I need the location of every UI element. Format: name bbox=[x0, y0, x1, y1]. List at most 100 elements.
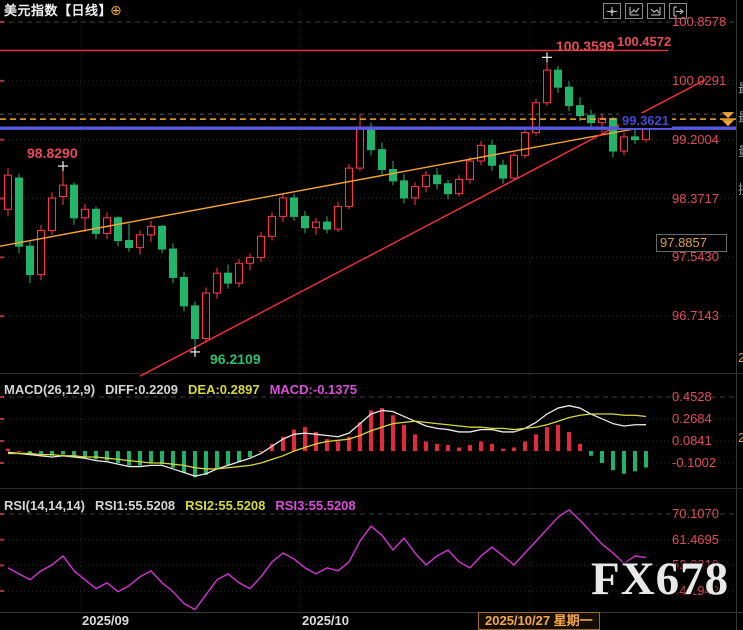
macd-bar-positive bbox=[578, 443, 582, 452]
macd-axis-tick: 0.4528 bbox=[672, 388, 712, 404]
down-candle-body[interactable] bbox=[15, 177, 23, 247]
date-axis-label-highlighted[interactable]: 2025/10/27 星期一 bbox=[478, 612, 600, 630]
up-candle-body[interactable] bbox=[466, 160, 474, 180]
up-candle-body[interactable] bbox=[279, 197, 287, 217]
macd-bar-positive bbox=[303, 427, 307, 452]
up-candle-body[interactable] bbox=[136, 234, 144, 249]
macd-bar-negative bbox=[94, 451, 98, 460]
swing-price-annotation: 98.8290 bbox=[27, 145, 78, 161]
down-candle-body[interactable] bbox=[26, 245, 34, 276]
down-candle-body[interactable] bbox=[114, 217, 122, 242]
up-candle-body[interactable] bbox=[455, 178, 463, 195]
indicator-header-value: MACD:-0.1375 bbox=[269, 382, 357, 397]
macd-bar-positive bbox=[413, 434, 417, 452]
macd-bar-negative bbox=[105, 451, 109, 461]
up-candle-body[interactable] bbox=[345, 167, 353, 207]
down-candle-body[interactable] bbox=[125, 240, 133, 249]
price-axis-icon[interactable] bbox=[625, 3, 643, 19]
price-axis-tick: 100.8578 bbox=[672, 14, 727, 29]
down-candle-body[interactable] bbox=[367, 126, 375, 151]
down-candle-body[interactable] bbox=[499, 164, 507, 179]
macd-bar-negative bbox=[193, 451, 197, 478]
up-candle-body[interactable] bbox=[642, 127, 650, 141]
up-candle-body[interactable] bbox=[81, 208, 89, 219]
down-candle-body[interactable] bbox=[631, 136, 639, 141]
up-candle-body[interactable] bbox=[147, 225, 155, 236]
macd-bar-positive bbox=[567, 431, 571, 452]
down-candle-body[interactable] bbox=[224, 272, 232, 284]
macd-bar-positive bbox=[501, 448, 505, 452]
up-candle-body[interactable] bbox=[477, 144, 485, 162]
down-candle-body[interactable] bbox=[180, 276, 188, 307]
macd-bar-positive bbox=[556, 424, 560, 452]
up-candle-body[interactable] bbox=[521, 132, 529, 156]
macd-bar-negative bbox=[600, 451, 604, 463]
resistance-level-label: 100.4572 bbox=[617, 34, 672, 49]
down-candle-body[interactable] bbox=[191, 305, 199, 340]
macd-bar-positive bbox=[468, 445, 472, 452]
time-axis-icon[interactable] bbox=[647, 3, 665, 19]
macd-bar-negative bbox=[39, 451, 43, 455]
macd-bar-negative bbox=[611, 451, 615, 471]
up-candle-body[interactable] bbox=[213, 272, 221, 294]
up-candle-body[interactable] bbox=[620, 136, 628, 152]
up-candle-body[interactable] bbox=[532, 102, 540, 134]
up-candle-body[interactable] bbox=[312, 221, 320, 229]
macd-bar-positive bbox=[435, 443, 439, 452]
macd-bar-negative bbox=[182, 451, 186, 473]
down-candle-body[interactable] bbox=[400, 180, 408, 199]
down-candle-body[interactable] bbox=[378, 149, 386, 171]
down-candle-body[interactable] bbox=[92, 208, 100, 234]
up-candle-body[interactable] bbox=[235, 262, 243, 284]
alert-marker-icon[interactable] bbox=[722, 112, 734, 119]
up-candle-body[interactable] bbox=[257, 235, 265, 259]
down-candle-body[interactable] bbox=[301, 215, 309, 229]
down-candle-body[interactable] bbox=[158, 225, 166, 250]
up-candle-body[interactable] bbox=[334, 205, 342, 230]
down-candle-body[interactable] bbox=[169, 248, 177, 278]
macd-bar-positive bbox=[391, 415, 395, 452]
up-candle-body[interactable] bbox=[510, 154, 518, 179]
up-candle-body[interactable] bbox=[356, 126, 364, 169]
down-candle-body[interactable] bbox=[389, 169, 397, 182]
down-candle-body[interactable] bbox=[433, 174, 441, 185]
down-candle-body[interactable] bbox=[609, 117, 617, 152]
down-candle-body[interactable] bbox=[554, 69, 562, 88]
up-candle-body[interactable] bbox=[202, 292, 210, 340]
rsi-axis-tick: 44.1943 bbox=[672, 583, 719, 599]
down-candle-body[interactable] bbox=[444, 183, 452, 195]
alert-marker-icon[interactable] bbox=[722, 120, 734, 127]
collapse-panel-icon[interactable] bbox=[669, 3, 687, 19]
macd-bar-positive bbox=[402, 424, 406, 452]
macd-bar-positive bbox=[17, 451, 21, 453]
up-candle-body[interactable] bbox=[48, 197, 56, 232]
up-candle-body[interactable] bbox=[268, 215, 276, 237]
up-candle-body[interactable] bbox=[246, 257, 254, 264]
up-candle-body[interactable] bbox=[543, 69, 551, 104]
price-axis-tick: 98.3717 bbox=[672, 190, 719, 206]
down-candle-body[interactable] bbox=[290, 197, 298, 217]
down-candle-body[interactable] bbox=[565, 86, 573, 107]
indicator-header-value: DIFF:0.2209 bbox=[105, 382, 179, 397]
up-candle-body[interactable] bbox=[411, 186, 419, 199]
macd-bar-negative bbox=[633, 451, 637, 472]
boxed-price-label: 97.8857 bbox=[656, 234, 727, 252]
swing-price-annotation: 96.2109 bbox=[210, 351, 261, 367]
down-candle-body[interactable] bbox=[576, 105, 584, 117]
up-candle-body[interactable] bbox=[4, 174, 12, 210]
up-candle-body[interactable] bbox=[37, 230, 45, 276]
macd-bar-positive bbox=[347, 436, 351, 452]
macd-bar-positive bbox=[314, 431, 318, 452]
down-candle-body[interactable] bbox=[70, 184, 78, 219]
macd-bar-negative bbox=[171, 451, 175, 468]
crosshair-icon bbox=[607, 6, 617, 16]
up-candle-body[interactable] bbox=[59, 184, 67, 198]
orange-trend-line bbox=[0, 123, 661, 247]
crosshair-icon[interactable] bbox=[603, 3, 621, 19]
time-axis-icon bbox=[650, 6, 661, 16]
macd-bar-positive bbox=[523, 441, 527, 452]
up-candle-body[interactable] bbox=[422, 174, 430, 188]
down-candle-body[interactable] bbox=[323, 221, 331, 230]
add-indicator-icon[interactable]: ⊕ bbox=[110, 2, 122, 18]
